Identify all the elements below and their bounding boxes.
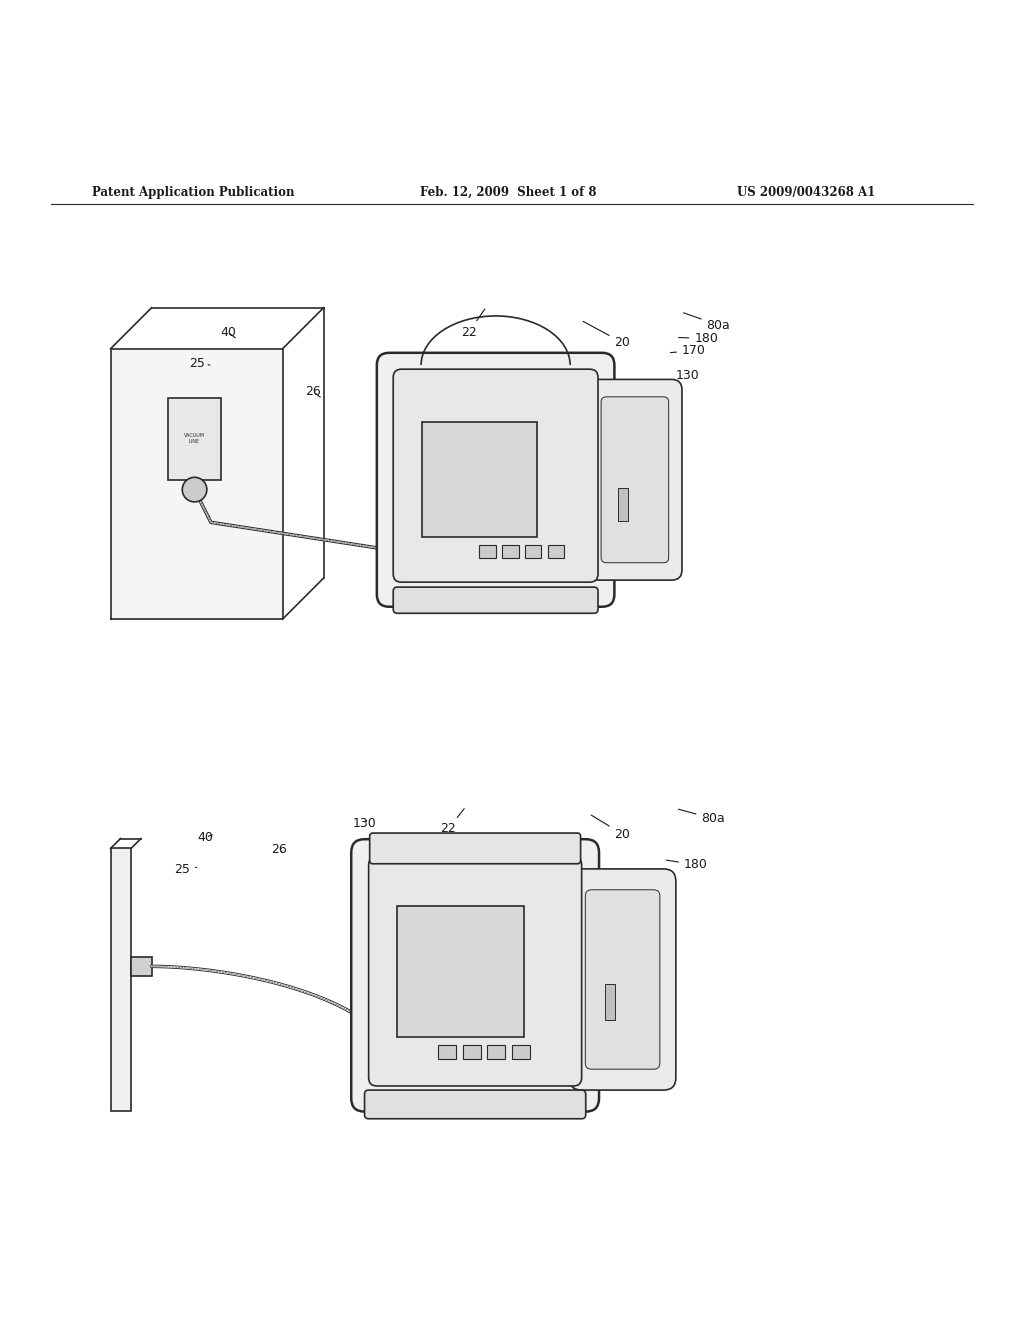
- Text: 170: 170: [671, 345, 706, 358]
- Text: 180: 180: [667, 858, 708, 871]
- Text: 22: 22: [440, 809, 464, 836]
- Text: 22: 22: [461, 309, 484, 339]
- Text: 130: 130: [352, 817, 376, 830]
- FancyBboxPatch shape: [601, 397, 669, 562]
- Polygon shape: [111, 348, 283, 619]
- Text: 80a: 80a: [679, 809, 725, 825]
- Bar: [168, 397, 221, 479]
- FancyBboxPatch shape: [369, 857, 582, 1086]
- Bar: [422, 422, 537, 537]
- FancyBboxPatch shape: [588, 379, 682, 579]
- Text: Feb. 12, 2009  Sheet 1 of 8: Feb. 12, 2009 Sheet 1 of 8: [420, 186, 596, 198]
- Bar: [131, 957, 152, 977]
- Bar: [397, 906, 524, 1036]
- FancyBboxPatch shape: [370, 833, 581, 863]
- Bar: [463, 1045, 481, 1059]
- Text: US 2009/0043268 A1: US 2009/0043268 A1: [737, 186, 876, 198]
- Text: 20: 20: [583, 321, 631, 348]
- Text: 26: 26: [305, 385, 321, 399]
- FancyBboxPatch shape: [377, 352, 614, 607]
- Bar: [438, 1045, 457, 1059]
- Text: 130: 130: [664, 368, 699, 381]
- Bar: [512, 1045, 530, 1059]
- FancyBboxPatch shape: [365, 1090, 586, 1119]
- Bar: [487, 1045, 506, 1059]
- Bar: [111, 849, 131, 1110]
- FancyBboxPatch shape: [351, 840, 599, 1111]
- Text: 25: 25: [174, 863, 197, 876]
- Bar: [604, 983, 615, 1020]
- Circle shape: [182, 478, 207, 502]
- FancyBboxPatch shape: [569, 869, 676, 1090]
- Text: 25: 25: [189, 356, 210, 370]
- Bar: [548, 545, 564, 557]
- Text: 170: 170: [573, 895, 599, 912]
- Bar: [479, 545, 496, 557]
- Bar: [502, 545, 518, 557]
- Bar: [618, 488, 629, 520]
- Text: FIG. 1A: FIG. 1A: [413, 436, 488, 455]
- Bar: [525, 545, 542, 557]
- FancyBboxPatch shape: [586, 890, 659, 1069]
- Text: 140: 140: [382, 902, 406, 915]
- Text: 140: 140: [469, 401, 493, 414]
- FancyBboxPatch shape: [393, 587, 598, 614]
- Text: VACUUM
LINE: VACUUM LINE: [184, 433, 205, 445]
- Text: 40: 40: [220, 326, 237, 339]
- Text: 26: 26: [271, 843, 287, 855]
- Text: FIG. 1B: FIG. 1B: [413, 944, 488, 964]
- Text: 180: 180: [679, 331, 718, 345]
- Text: 80a: 80a: [684, 313, 730, 331]
- FancyBboxPatch shape: [393, 370, 598, 582]
- Text: 20: 20: [591, 814, 631, 841]
- Text: 40: 40: [198, 830, 214, 843]
- Text: Patent Application Publication: Patent Application Publication: [92, 186, 295, 198]
